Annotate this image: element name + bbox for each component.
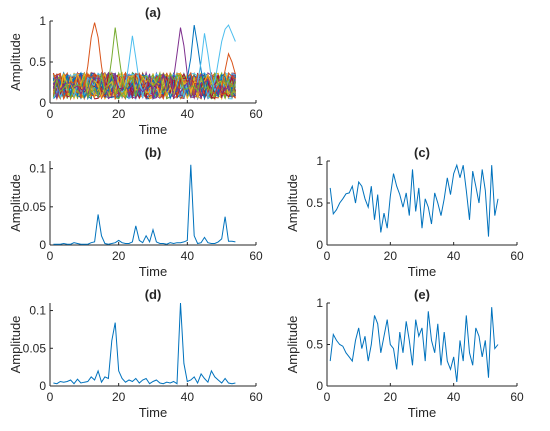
y-tick-label: 0.1	[29, 162, 46, 176]
x-tick-label: 0	[47, 107, 54, 121]
y-tick-label: 0.05	[23, 341, 47, 355]
panel-e: 0 20 40 60 0 0.5 1 (e) Time Amplitude	[285, 287, 524, 420]
series-line	[53, 302, 236, 385]
y-tick-label: 0	[39, 96, 46, 110]
peak-series-line	[221, 52, 236, 87]
panel-title: (d)	[145, 287, 162, 302]
panel-title: (a)	[145, 5, 161, 20]
x-tick-label: 0	[324, 249, 331, 263]
y-tick-label: 1	[39, 14, 46, 28]
x-tick-label: 0	[47, 390, 54, 404]
x-tick-label: 60	[510, 249, 524, 263]
y-tick-label: 1	[316, 154, 323, 168]
series-line	[329, 163, 499, 237]
y-tick-label: 0.1	[29, 304, 46, 318]
x-axis-label: Time	[139, 264, 167, 279]
series-line	[52, 71, 236, 99]
y-tick-label: 0.05	[23, 200, 47, 214]
panel-title: (b)	[145, 145, 162, 160]
panel-c: 0 20 40 60 0 0.5 1 (c) Time Amplitude	[285, 145, 524, 279]
y-axis-label: Amplitude	[285, 316, 300, 374]
y-tick-label: 0.5	[306, 338, 323, 352]
x-tick-label: 0	[324, 390, 331, 404]
y-tick-label: 0.5	[29, 55, 46, 69]
panel-title: (c)	[414, 145, 430, 160]
x-tick-label: 20	[384, 249, 398, 263]
x-axis-label: Time	[139, 405, 167, 420]
y-tick-label: 0	[39, 238, 46, 252]
peak-series-line	[125, 35, 144, 91]
peak-series-line	[197, 33, 216, 91]
y-tick-label: 0.5	[306, 196, 323, 210]
y-tick-label: 1	[316, 296, 323, 310]
y-tick-label: 0	[316, 238, 323, 252]
y-tick-label: 0	[39, 379, 46, 393]
x-tick-label: 40	[447, 390, 461, 404]
x-tick-label: 20	[384, 390, 398, 404]
panel-d: 0 20 40 60 0 0.05 0.1 (d) Time Amplitude	[8, 287, 263, 420]
x-tick-label: 60	[249, 249, 263, 263]
x-axis-label: Time	[408, 264, 436, 279]
x-tick-label: 40	[181, 249, 195, 263]
x-tick-label: 40	[447, 249, 461, 263]
y-axis-label: Amplitude	[285, 174, 300, 232]
y-axis-label: Amplitude	[8, 33, 23, 91]
x-tick-label: 60	[249, 107, 263, 121]
x-tick-label: 40	[181, 390, 195, 404]
peak-series-line	[214, 24, 236, 83]
x-tick-label: 60	[249, 390, 263, 404]
series-line	[52, 73, 236, 100]
series-line	[53, 164, 236, 245]
y-axis-label: Amplitude	[8, 174, 23, 232]
x-tick-label: 40	[181, 107, 195, 121]
x-tick-label: 20	[112, 390, 126, 404]
series-line	[52, 71, 236, 99]
x-tick-label: 20	[112, 107, 126, 121]
x-tick-label: 20	[112, 249, 126, 263]
y-tick-label: 0	[316, 379, 323, 393]
x-axis-label: Time	[408, 405, 436, 420]
x-tick-label: 0	[47, 249, 54, 263]
peak-series-line	[186, 25, 205, 87]
panel-title: (e)	[414, 287, 430, 302]
panel-a: 0 20 40 60 0 0.5 1 (a) Time Amplitude	[8, 5, 263, 137]
peak-series-line	[107, 27, 126, 91]
x-tick-label: 60	[510, 390, 524, 404]
x-axis-label: Time	[139, 122, 167, 137]
y-axis-label: Amplitude	[8, 316, 23, 374]
series-line	[53, 71, 236, 101]
panel-b: 0 20 40 60 0 0.05 0.1 (b) Time Amplitude	[8, 145, 263, 279]
series-line	[329, 307, 499, 382]
peak-series-line	[83, 22, 106, 87]
